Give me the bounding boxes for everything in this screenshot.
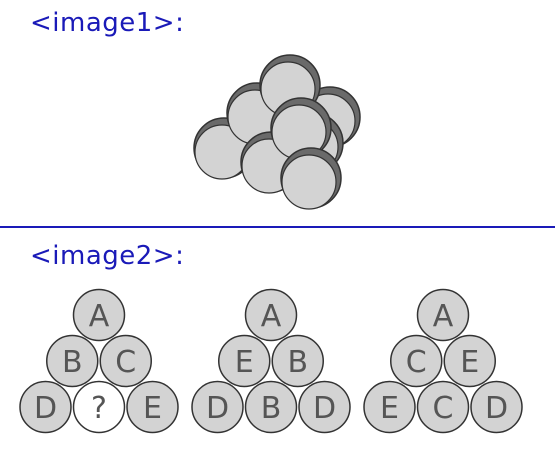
letter-ball (244, 288, 298, 342)
image1-label: <image1>: (30, 8, 185, 38)
ball-letter: C (406, 345, 427, 380)
letter-ball (470, 380, 523, 434)
ball-stack (193, 54, 361, 210)
pyramid-3: AC EE C D (363, 288, 523, 434)
ball-letter: A (433, 299, 454, 334)
letter-ball (416, 380, 470, 434)
ball-letter: D (206, 391, 229, 426)
ball-letter: D (313, 391, 336, 426)
letter-ball (191, 380, 244, 434)
stack-ball (270, 97, 332, 160)
ball-letter: C (433, 391, 454, 426)
section-divider (0, 226, 555, 228)
letter-ball (416, 288, 470, 342)
image2-label: <image2>: (30, 241, 185, 271)
letter-ball (244, 380, 298, 434)
letter-ball (46, 334, 99, 388)
pyramid-group: AB CD? EAE BD B DAC EE C D (19, 288, 523, 434)
ball-letter: B (287, 345, 308, 380)
ball-letter: E (143, 391, 162, 426)
letter-ball (19, 380, 72, 434)
ball-letter: C (115, 345, 136, 380)
ball-letter: B (62, 345, 83, 380)
letter-ball (363, 380, 416, 434)
letter-ball (72, 288, 126, 342)
unknown-ball (72, 380, 126, 434)
pyramid-1: AB C D? E (19, 288, 179, 434)
letter-ball (298, 380, 351, 434)
letter-ball (218, 334, 271, 388)
letter-ball (126, 380, 179, 434)
stack-ball (280, 147, 342, 210)
ball-letter: E (235, 345, 254, 380)
ball-letter: D (34, 391, 57, 426)
ball-letter: ? (91, 391, 107, 426)
letter-ball (99, 334, 152, 388)
letter-ball (271, 334, 324, 388)
letter-ball (443, 334, 496, 388)
ball-letter: B (261, 391, 282, 426)
pyramid-2: AE BD B D (191, 288, 351, 434)
ball-letter: A (89, 299, 110, 334)
ball-letter: E (460, 345, 479, 380)
ball-letter: E (380, 391, 399, 426)
ball-letter: A (261, 299, 282, 334)
ball-letter: D (485, 391, 508, 426)
letter-ball (390, 334, 443, 388)
